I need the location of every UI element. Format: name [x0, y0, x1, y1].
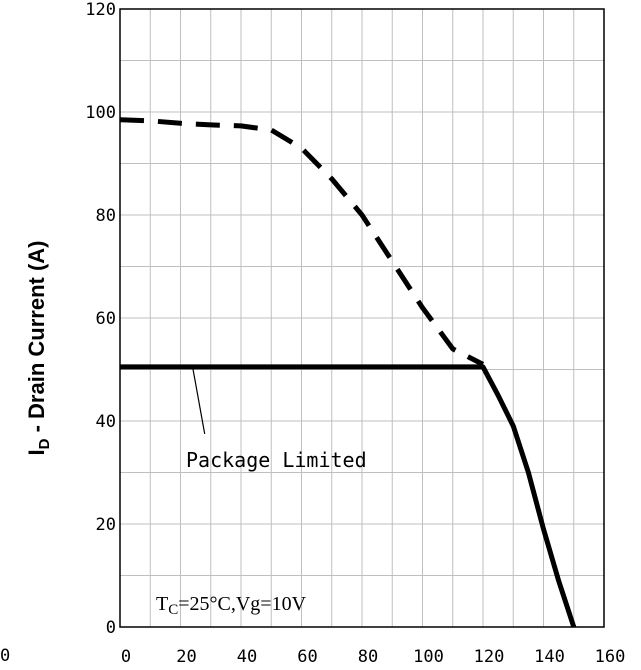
test-condition-annotation: TC=25°C,Vg=10V [156, 593, 307, 618]
y-tick-label: 0 [106, 618, 116, 638]
x-tick-label: 0 [121, 647, 131, 667]
grid-lines [120, 9, 604, 627]
series-dashed-line [119, 117, 485, 367]
condition-rest: =25°C,Vg=10V [178, 593, 306, 615]
series-solid-line [120, 364, 577, 628]
plot-frame [119, 8, 605, 628]
y-tick-labels: 0 20 40 60 80 100 120 [85, 0, 116, 638]
x-tick-label: 80 [358, 647, 378, 667]
stray-zero-label: 0 [0, 646, 10, 666]
x-tick-label: 120 [474, 647, 505, 667]
x-tick-label: 100 [413, 647, 444, 667]
condition-subscript: C [168, 602, 178, 618]
y-tick-label: 100 [85, 103, 116, 123]
y-tick-label: 20 [96, 515, 116, 535]
x-tick-label: 160 [595, 647, 626, 667]
y-axis-label-rest: - Drain Current (A) [24, 241, 49, 439]
x-tick-label: 20 [176, 647, 196, 667]
y-axis-label-main: I [24, 449, 49, 455]
y-tick-label: 40 [96, 412, 116, 432]
y-tick-label: 60 [96, 309, 116, 329]
condition-t: T [156, 593, 168, 615]
x-tick-labels: 0 20 40 60 80 100 120 140 160 [121, 647, 625, 667]
x-tick-label: 140 [534, 647, 565, 667]
package-limited-annotation: Package Limited [186, 448, 367, 472]
y-tick-label: 120 [85, 0, 116, 20]
x-tick-label: 40 [237, 647, 257, 667]
y-tick-label: 80 [96, 206, 116, 226]
y-axis-label-subscript: D [36, 438, 53, 449]
series-layer [119, 117, 577, 628]
y-axis-label: ID - Drain Current (A) [24, 241, 53, 456]
x-tick-label: 60 [297, 647, 317, 667]
package-limited-leader-line [192, 366, 206, 434]
